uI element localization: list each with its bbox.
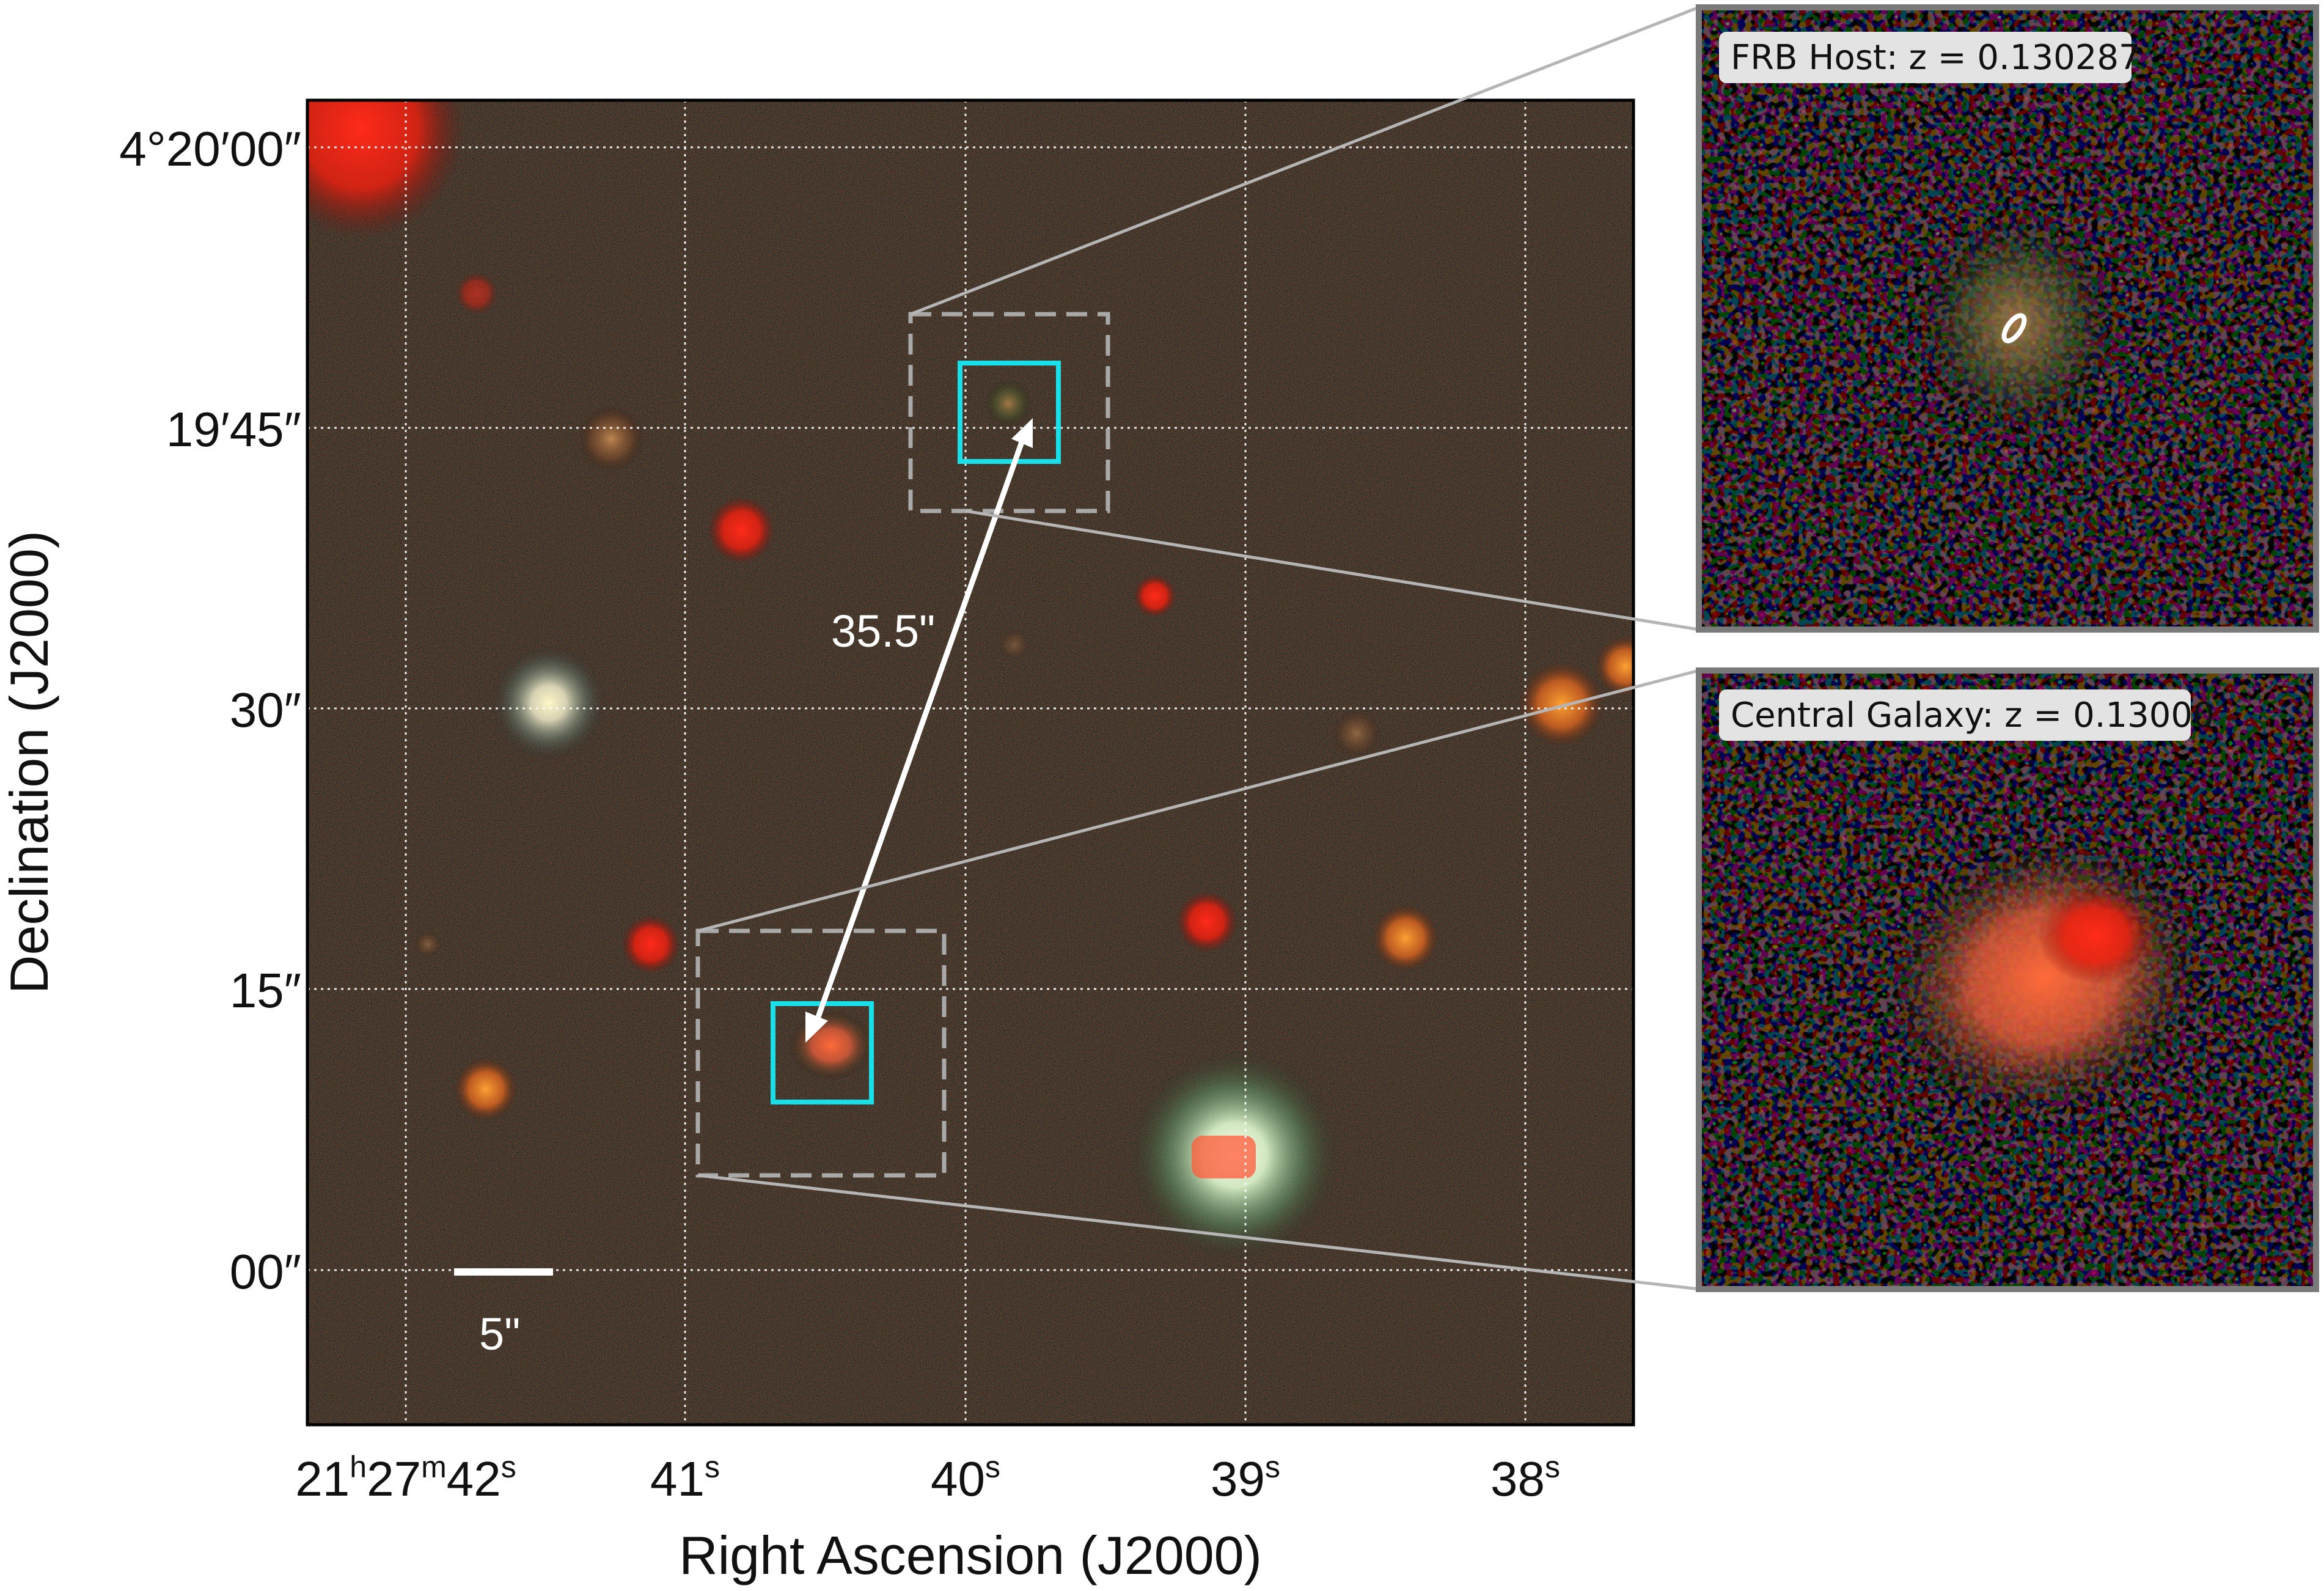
cutout-box-frb-host <box>958 361 1061 464</box>
source-central-galaxy <box>788 1010 874 1081</box>
x-tick-label: 40s <box>931 1450 1000 1506</box>
x-axis: 21h27m42s 41s 40s 39s 38s Right Ascensio… <box>295 1450 1560 1585</box>
y-tick-label: 19′45″ <box>166 402 301 457</box>
source-star-orange-2 <box>1372 905 1439 972</box>
zoom-region-central-galaxy <box>695 928 947 1178</box>
zoom-region-frb-host <box>908 312 1110 513</box>
separation-label: 35.5" <box>831 606 935 656</box>
source-star-red-1 <box>708 496 775 564</box>
frb-localization-ellipse <box>2001 313 2027 344</box>
y-tick-label: 00″ <box>230 1244 301 1299</box>
x-tick-label: 39s <box>1211 1450 1280 1506</box>
inset-connectors <box>697 6 1699 1291</box>
source-faint-2 <box>1332 709 1381 758</box>
image-noise <box>307 100 1633 1425</box>
source-star-red-3 <box>621 915 680 974</box>
source-frb-host <box>984 379 1033 428</box>
x-axis-label: Right Ascension (J2000) <box>679 1525 1262 1585</box>
y-axis: 4°20′00″ 19′45″ 30″ 15″ 00″ Declination … <box>0 122 301 1299</box>
source-galaxy-1 <box>577 405 645 472</box>
source-star-red-4 <box>1176 891 1237 952</box>
source-faint-3 <box>414 931 441 958</box>
source-bright-star-core <box>1192 1136 1256 1178</box>
inset-frb-host-galaxy <box>1913 208 2121 440</box>
y-tick-label: 30″ <box>230 683 301 737</box>
coordinate-grid <box>307 100 1633 1425</box>
inset-label-frb-host: FRB Host: z = 0.130287 <box>1731 38 2141 78</box>
source-faint-4 <box>999 630 1030 660</box>
inset-central-galaxy-core <box>2038 886 2154 984</box>
source-faint-1 <box>455 272 498 315</box>
source-star-orange-3 <box>454 1057 518 1121</box>
inset-frame-2 <box>1696 667 2319 1292</box>
y-tick-label: 15″ <box>230 963 301 1018</box>
x-tick-label: 38s <box>1490 1450 1560 1506</box>
source-star-orange-1 <box>1519 661 1604 747</box>
x-tick-label: 41s <box>650 1450 720 1506</box>
y-tick-label: 4°20′00″ <box>119 122 301 176</box>
source-star-red-2 <box>1134 575 1176 617</box>
inset-label-central-galaxy: Central Galaxy: z = 0.13000 <box>1731 696 2215 735</box>
source-star-white <box>491 645 607 761</box>
image-frame <box>306 98 1635 1427</box>
separation-arrow <box>805 418 1033 1043</box>
x-tick-label: 21h27m42s <box>295 1450 516 1506</box>
scale-bar-label: 5" <box>479 1309 520 1359</box>
inset-label-bg-2 <box>1719 689 2191 741</box>
y-axis-label: Declination (J2000) <box>0 531 59 994</box>
inset-frame-1 <box>1696 4 2319 633</box>
sky-image-panel <box>307 100 1633 1425</box>
inset-label-bg-1 <box>1719 32 2132 83</box>
source-corner-red <box>307 100 464 238</box>
source-star-edge <box>1595 636 1633 697</box>
inset-central-galaxy: Central Galaxy: z = 0.13000 <box>1696 667 2319 1292</box>
inset-frb-host: FRB Host: z = 0.130287 <box>1696 4 2319 633</box>
